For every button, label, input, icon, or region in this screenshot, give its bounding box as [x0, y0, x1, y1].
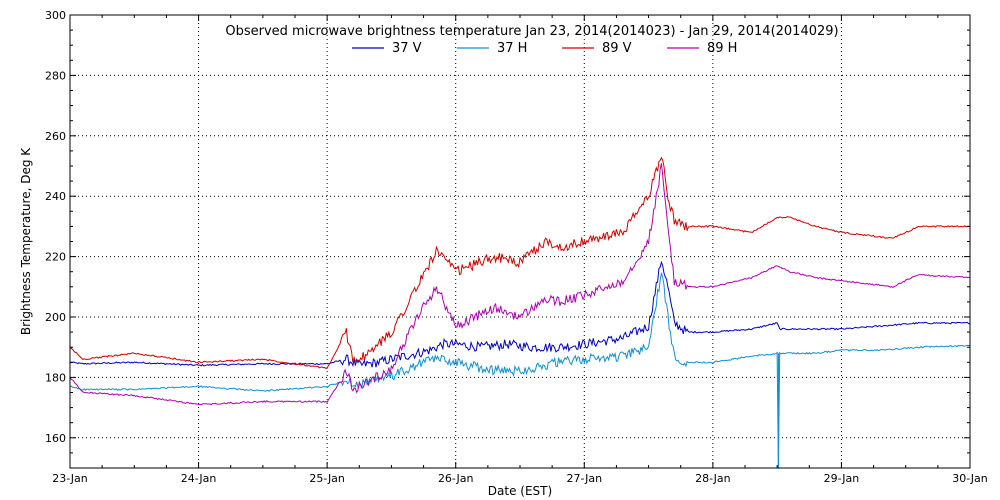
y-tick-label: 200 [45, 311, 66, 324]
legend-label-37-v: 37 V [392, 41, 422, 56]
x-tick-label: 24-Jan [181, 472, 217, 485]
y-tick-label: 160 [45, 432, 66, 445]
y-axis-label: Brightness Temperature, Deg K [19, 147, 33, 335]
x-tick-label: 25-Jan [309, 472, 345, 485]
legend-label-37-h: 37 H [497, 41, 527, 56]
x-tick-label: 29-Jan [824, 472, 860, 485]
legend: 37 V 37 H 89 V 89 H [352, 41, 737, 56]
y-tick-label: 180 [45, 371, 66, 384]
legend-label-89-h: 89 H [707, 41, 737, 56]
y-tick-label: 260 [45, 130, 66, 143]
chart-title: Observed microwave brightness temperatur… [225, 24, 838, 39]
x-tick-label: 26-Jan [438, 472, 474, 485]
tick-layer: 23-Jan 24-Jan 25-Jan 26-Jan 27-Jan 28-Jan 29-J… [45, 9, 988, 485]
y-tick-label: 240 [45, 190, 66, 203]
y-tick-label: 300 [45, 9, 66, 22]
plot-frame [69, 14, 971, 469]
x-tick-label: 27-Jan [567, 472, 603, 485]
series-line-89-h [69, 163, 970, 406]
grid-layer [70, 15, 970, 468]
series-line-37-h [69, 272, 971, 469]
x-tick-label: 30-Jan [952, 472, 988, 485]
x-tick-label: 23-Jan [52, 472, 88, 485]
y-tick-label: 280 [45, 69, 66, 82]
x-axis-label: Date (EST) [488, 484, 552, 498]
series-layer [69, 156, 971, 469]
series-line-89-v [69, 156, 971, 370]
x-tick-label: 28-Jan [695, 472, 731, 485]
y-tick-label: 220 [45, 251, 66, 264]
series-line-37-v [69, 260, 970, 368]
legend-label-89-v: 89 V [602, 41, 632, 56]
